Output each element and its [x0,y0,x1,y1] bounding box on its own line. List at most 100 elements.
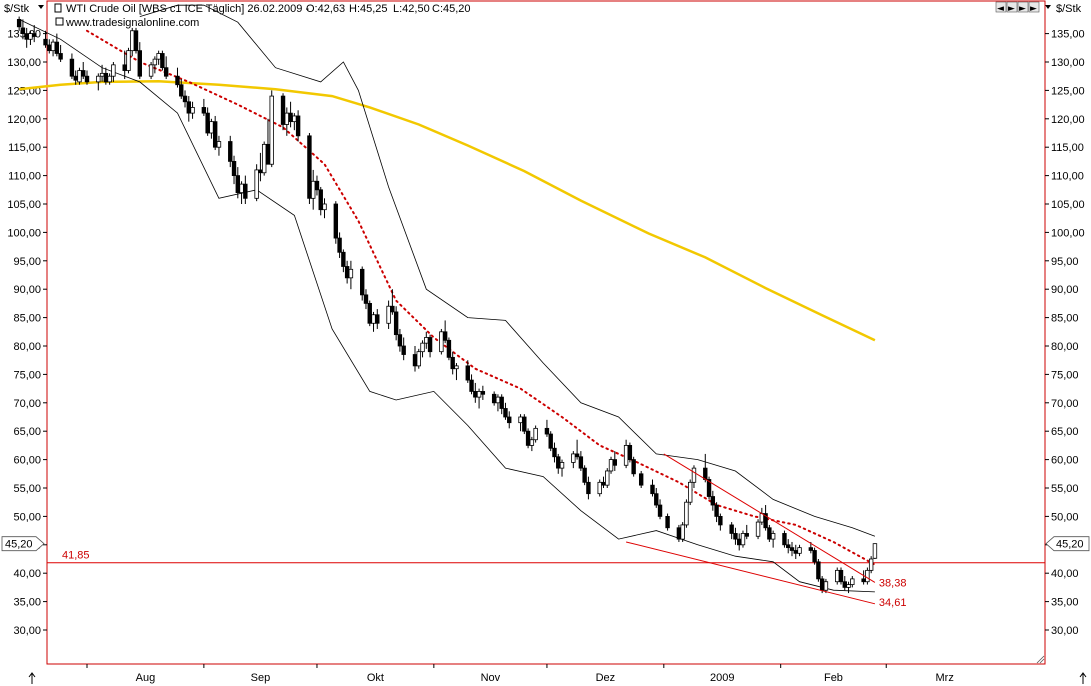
candle-body [872,543,878,559]
y-tick-label-right: 95,00 [1051,256,1079,268]
candle-body [371,314,376,324]
candle-body [439,331,444,353]
y-tick-label-left: 130,00 [7,57,41,69]
candle-body [107,75,112,83]
candle-body [469,379,474,392]
price-badge-left-text: 45,20 [5,539,33,551]
candle-body [740,533,746,546]
candle-body [480,391,486,395]
y-tick-label-left: 30,00 [13,625,41,637]
candle-body [292,115,297,123]
nav-buttons: ◄ ► ► ► [995,1,1040,14]
candle-body [763,513,768,529]
candle-body [137,50,142,77]
nav-last-icon: ► [1030,4,1037,14]
trendline-upper [663,453,876,583]
candle-body [344,266,350,279]
candle-body [341,251,346,267]
ohlc-close: C:45,20 [432,3,471,15]
x-tick-label: Sep [251,672,271,684]
dropdown-right-icon[interactable] [1045,5,1051,9]
x-tick-label: 2009 [710,672,734,684]
candle-body [148,64,154,77]
candle-body [450,356,455,370]
candle-body [718,516,723,526]
y-tick-label-right: 130,00 [1051,57,1085,69]
candle-body [525,430,531,446]
candle-body [58,53,63,60]
candle-body [420,342,425,353]
scroll-arrow-left-icon[interactable] [28,672,36,684]
nav-end-button[interactable] [1017,1,1029,13]
y-tick-label-left: 70,00 [13,398,41,410]
x-tick-label: Nov [481,672,501,684]
candle-body [507,416,512,424]
nav-left-button[interactable] [995,1,1007,13]
candle-body [665,516,670,529]
y-tick-label-left: 40,00 [13,568,41,580]
candle-body [812,550,817,563]
candle-body [133,30,139,52]
candle-body [54,41,60,54]
nav-right-button[interactable] [1006,1,1018,13]
candle-body [684,501,689,526]
y-tick-label-right: 60,00 [1051,455,1079,467]
watermark-icon [55,17,64,26]
candle-body [337,237,342,253]
y-tick-label-right: 40,00 [1051,568,1079,580]
candle-body [865,569,870,583]
candle-body [228,141,233,162]
candle-body [518,416,523,424]
candle-body [96,75,101,83]
candle-body [261,143,267,174]
candle-body [99,72,105,77]
ohlc-high: H:45,25 [349,3,388,15]
candle-body [770,533,776,540]
chart-settings-icon[interactable] [54,3,62,13]
unit-label-left: $/Stk [4,3,30,15]
nav-last-button[interactable] [1028,1,1040,13]
y-tick-label-left: 50,00 [13,511,41,523]
y-tick-label-left: 105,00 [7,199,41,211]
y-tick-label-right: 85,00 [1051,313,1079,325]
x-tick-label: Mrz [936,672,954,684]
candle-body [571,453,576,463]
resize-handle-icon[interactable] [1036,655,1045,664]
y-tick-label-right: 30,00 [1051,625,1079,637]
candle-body [454,365,459,370]
price-badge-right-text: 45,20 [1056,539,1084,551]
candle-body [201,107,207,114]
y-tick-label-left: 75,00 [13,369,41,381]
candle-body [209,121,214,134]
hline-label: 41,85 [62,550,90,562]
candle-body [348,268,354,279]
candle-body [548,433,553,449]
candle-body [797,547,802,554]
candle-body [156,53,161,60]
candle-body [73,75,78,81]
candle-body [28,33,33,40]
candle-body [152,58,158,66]
candle-body [130,30,135,52]
candle-body [77,70,82,83]
candle-body [401,345,406,355]
candle-body [868,558,874,571]
candle-body [522,416,527,432]
y-tick-label-right: 135,00 [1051,29,1085,41]
y-tick-label-right: 65,00 [1051,426,1079,438]
y-tick-label-right: 120,00 [1051,114,1085,126]
candle-body [280,95,286,125]
scroll-arrow-right-icon[interactable] [1079,672,1087,684]
dropdown-left-icon[interactable] [38,5,44,9]
y-tick-label-left: 95,00 [13,256,41,268]
y-tick-label-right: 100,00 [1051,227,1085,239]
y-tick-label-right: 70,00 [1051,398,1079,410]
nav-end-icon: ► [1019,4,1026,14]
candle-body [789,547,795,551]
candle-body [816,561,821,580]
candle-body [122,64,127,71]
candle-body [231,160,237,176]
ma200-line [18,80,876,342]
y-tick-label-left: 55,00 [13,483,41,495]
trendline-lower-label: 34,61 [879,597,907,609]
